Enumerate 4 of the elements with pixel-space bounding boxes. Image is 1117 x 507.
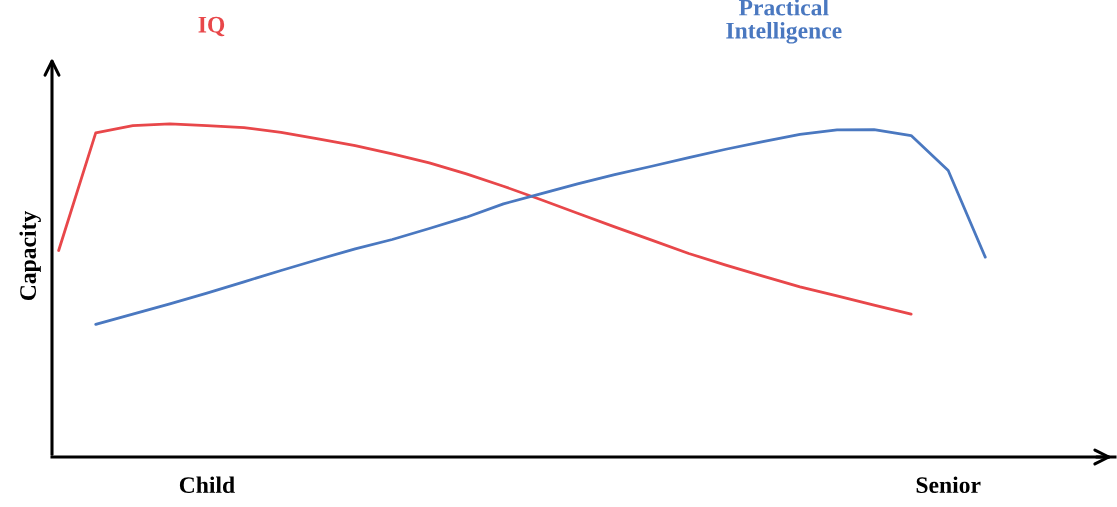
- text: IQ: [198, 16, 225, 37]
- y-axis-title: Capacity: [19, 210, 41, 301]
- x-tick-label: Child: [179, 476, 235, 494]
- x-tick-label: Senior: [916, 476, 981, 494]
